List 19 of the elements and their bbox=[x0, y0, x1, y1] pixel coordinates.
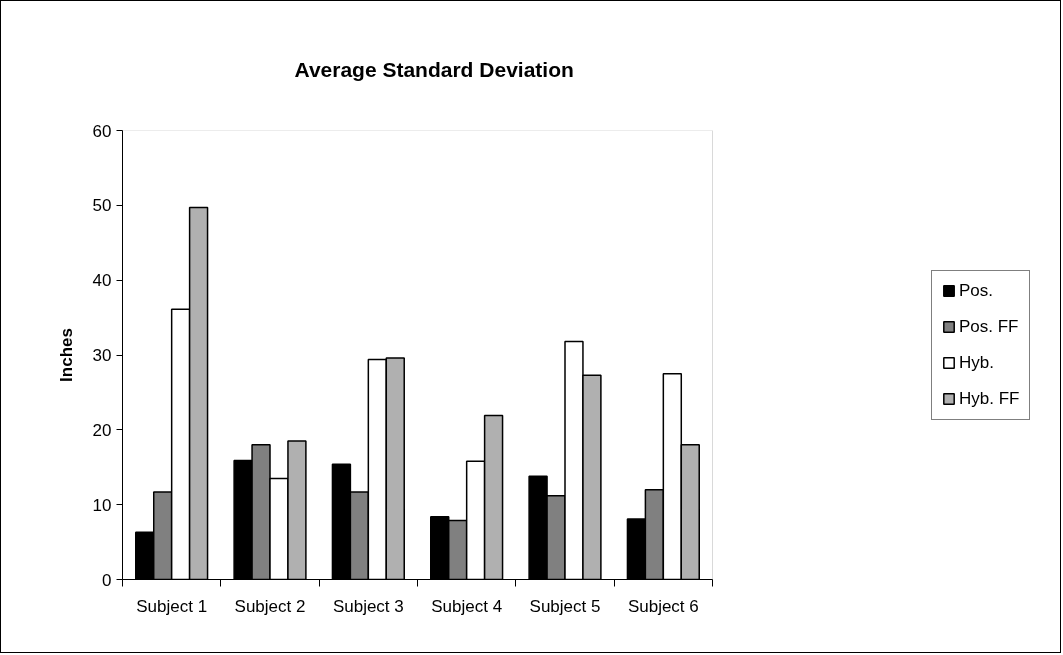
y-tick-label: 30 bbox=[92, 346, 112, 365]
y-tick-label: 0 bbox=[102, 570, 112, 590]
x-tick-label: Subject 6 bbox=[627, 596, 699, 616]
legend-label: Hyb. bbox=[959, 352, 994, 373]
y-axis-title: Inches bbox=[56, 328, 76, 382]
chart-title: Average Standard Deviation bbox=[294, 57, 574, 81]
legend-label: Pos. bbox=[959, 280, 994, 301]
y-tick-label: 40 bbox=[92, 271, 112, 291]
y-tick-label: 10 bbox=[92, 495, 112, 515]
x-tick-label: Subject 1 bbox=[136, 596, 208, 616]
y-tick-label: 50 bbox=[92, 196, 112, 216]
x-tick-label: Subject 2 bbox=[234, 596, 306, 616]
legend-label: Pos. FF bbox=[959, 316, 1019, 337]
x-tick-label: Subject 4 bbox=[431, 596, 503, 616]
y-tick-label: 60 bbox=[92, 121, 112, 141]
legend-label: Hyb. FF bbox=[959, 388, 1020, 409]
x-tick-label: Subject 5 bbox=[529, 596, 601, 616]
y-tick-label: 20 bbox=[92, 420, 112, 440]
x-tick-label: Subject 3 bbox=[332, 596, 404, 616]
